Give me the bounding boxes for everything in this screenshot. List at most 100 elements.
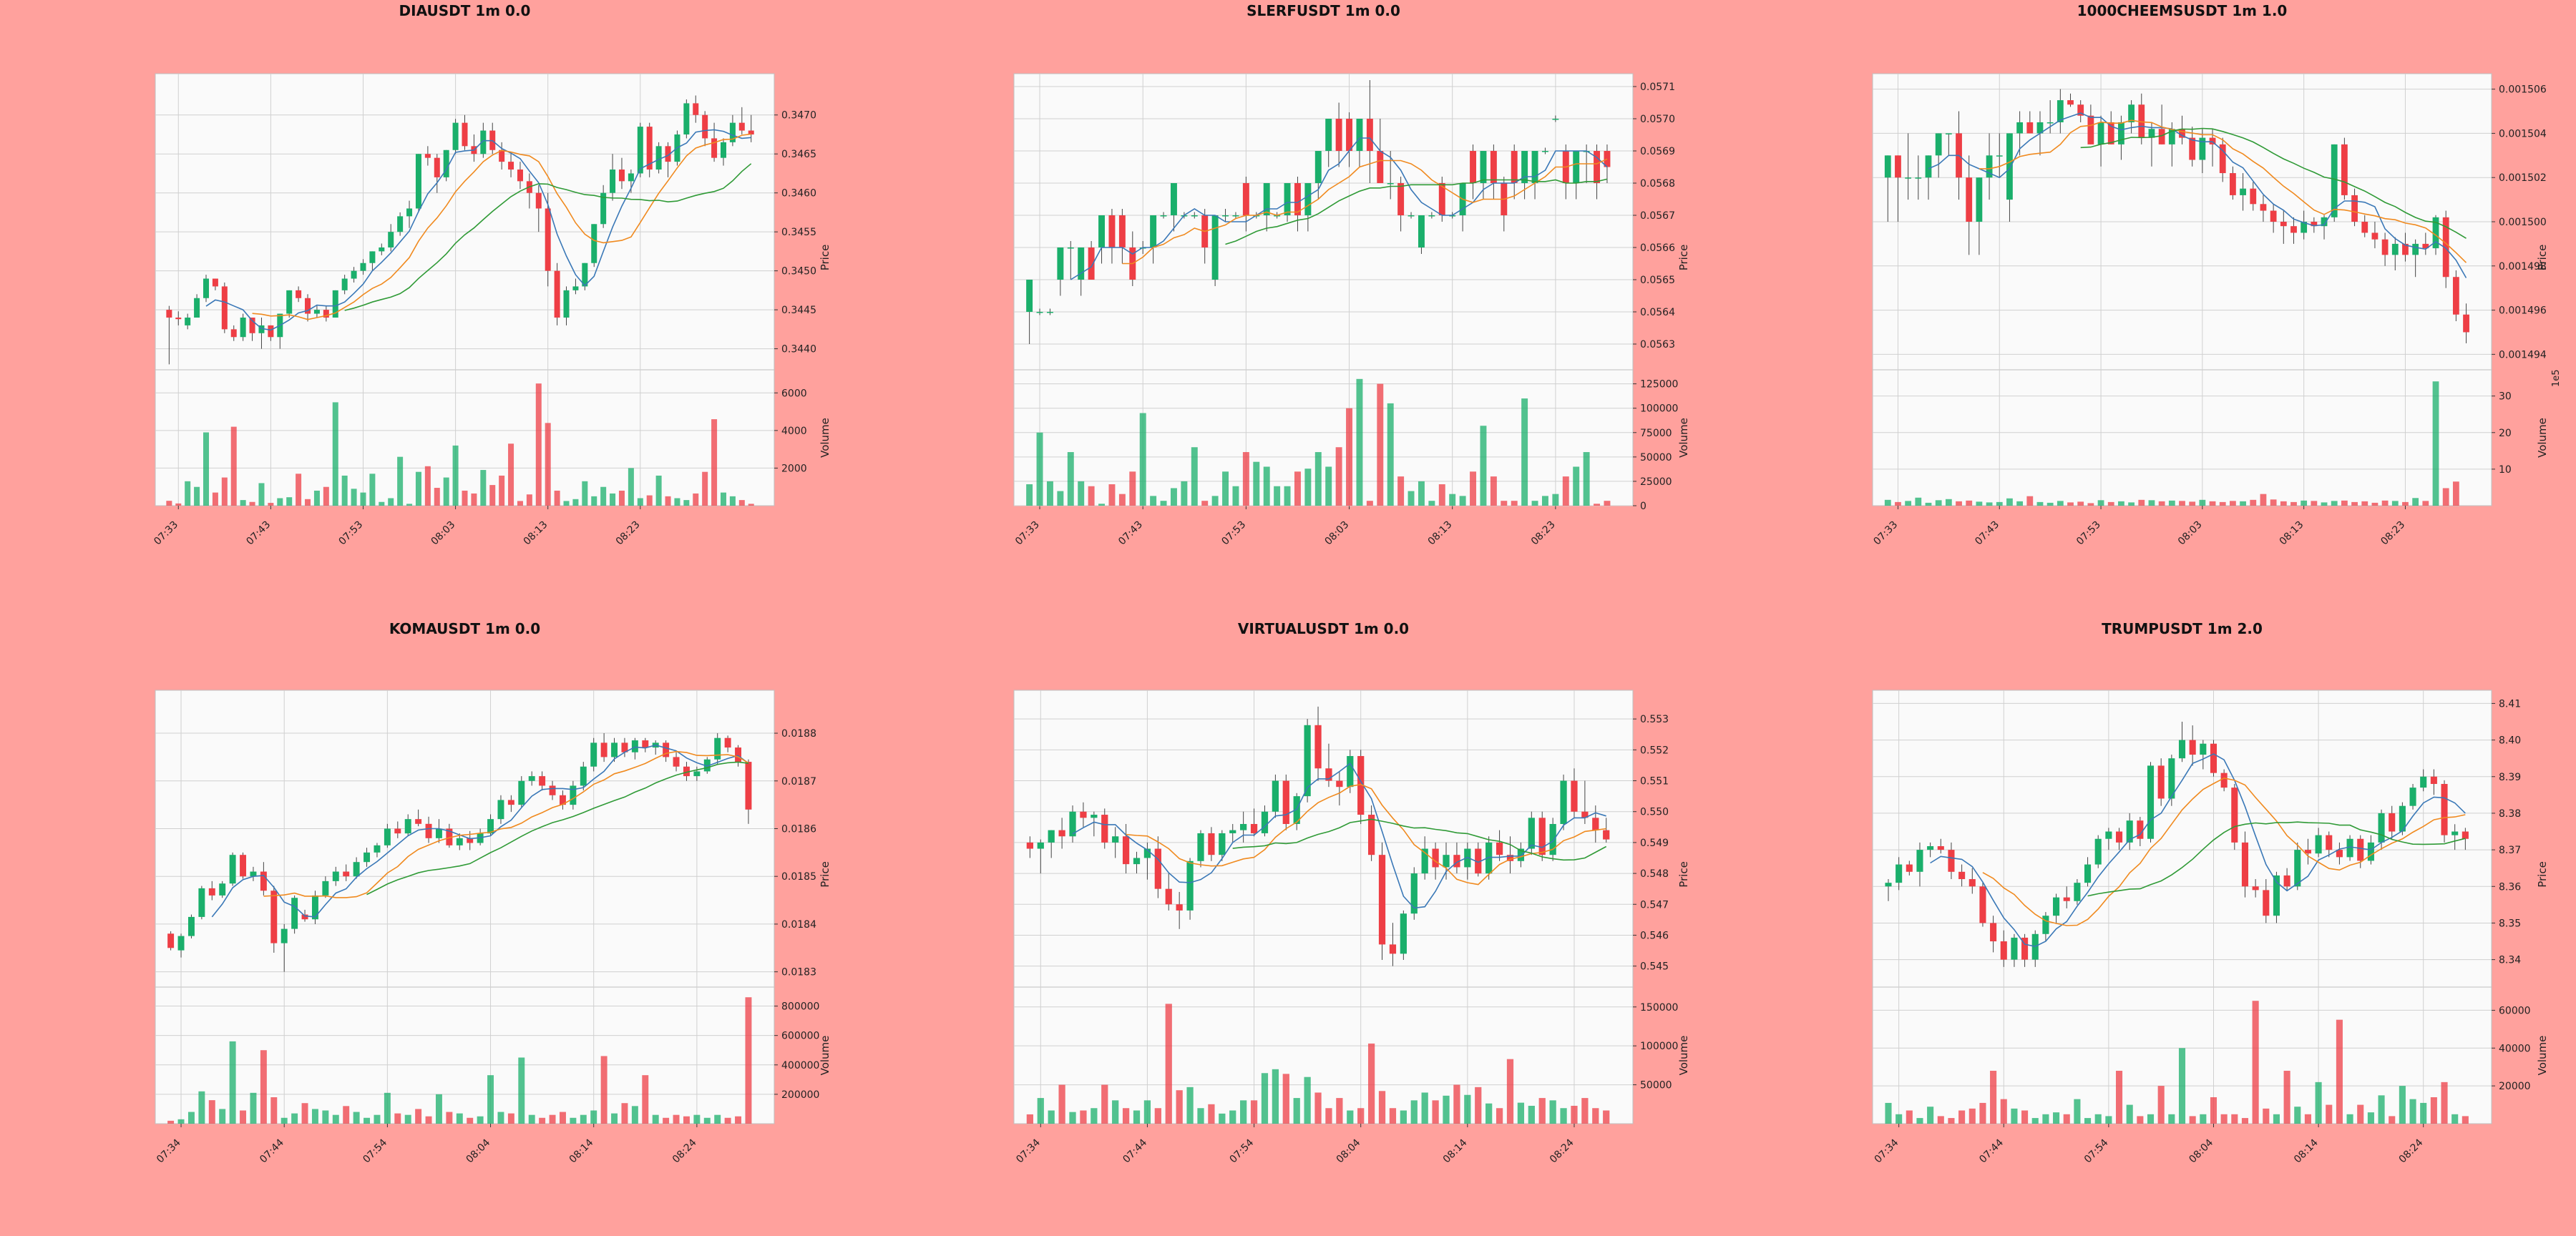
volume-bar xyxy=(2126,1104,2133,1124)
volume-bar xyxy=(446,1112,453,1124)
volume-bar xyxy=(1552,494,1559,506)
candle-down xyxy=(394,828,401,834)
candle-up xyxy=(2057,100,2064,122)
volume-bar xyxy=(2168,1114,2175,1124)
candle-down xyxy=(1966,177,1973,222)
candle-down xyxy=(240,855,247,877)
volume-bar xyxy=(1219,1113,1226,1124)
candle-down xyxy=(2087,115,2094,144)
volume-bar xyxy=(280,1117,288,1124)
candle-up xyxy=(332,871,339,881)
x-tick-label: 07:33 xyxy=(1871,519,1900,548)
price-tick-label: 0.0566 xyxy=(1640,242,1675,254)
x-tick-label: 07:53 xyxy=(336,519,365,548)
candle-up xyxy=(1284,183,1291,215)
volume-bar xyxy=(260,1050,267,1124)
candle-down xyxy=(2077,104,2084,116)
volume-bar xyxy=(1242,452,1249,506)
x-tick-label: 07:44 xyxy=(258,1137,286,1165)
volume-bar xyxy=(2361,501,2368,506)
volume-bar xyxy=(198,1091,205,1124)
candle-up xyxy=(1048,830,1055,843)
candle-up xyxy=(1418,215,1425,247)
volume-bar xyxy=(1986,502,1993,506)
volume-bar xyxy=(2252,1001,2259,1124)
volume-bar xyxy=(2315,1082,2322,1124)
price-tick-label: 0.0564 xyxy=(1640,307,1675,318)
candle-up xyxy=(1069,811,1076,837)
volume-bar xyxy=(2107,501,2114,506)
ma-mid-line xyxy=(1126,783,1606,886)
candle-up xyxy=(1160,215,1167,217)
price-axis-label: Price xyxy=(819,245,831,271)
volume-bar xyxy=(2331,501,2338,506)
volume-bar xyxy=(1058,1084,1065,1124)
volume-bar xyxy=(663,1117,670,1124)
candle-up xyxy=(1884,155,1891,178)
volume-bar xyxy=(185,481,191,506)
candle-down xyxy=(2209,137,2216,144)
candle-down xyxy=(1397,183,1405,215)
volume-bar xyxy=(1958,1110,1966,1124)
volume-bar xyxy=(1294,471,1301,506)
x-tick-label: 07:53 xyxy=(1219,519,1248,548)
candle-down xyxy=(2389,813,2396,832)
candle-up xyxy=(177,936,185,951)
candle-up xyxy=(1304,725,1311,797)
candle-down xyxy=(1108,215,1116,247)
candle-up xyxy=(2399,805,2406,832)
ma-long-line xyxy=(2087,821,2466,897)
volume-bar xyxy=(1335,447,1342,506)
volume-bar xyxy=(1935,500,1942,506)
candle-down xyxy=(1165,888,1172,905)
candle-up xyxy=(2331,144,2338,217)
candle-up xyxy=(1057,247,1064,280)
ma-long-line xyxy=(2080,127,2467,239)
volume-bar xyxy=(2179,501,2185,506)
candle-down xyxy=(2137,820,2144,839)
volume-bar xyxy=(1560,1108,1567,1124)
candle-up xyxy=(369,251,376,263)
volume-bar xyxy=(489,485,496,506)
price-tick-label: 0.0570 xyxy=(1640,114,1675,125)
volume-bar xyxy=(1139,413,1146,506)
candle-down xyxy=(1571,780,1578,812)
candle-down xyxy=(2230,173,2236,195)
volume-bar xyxy=(301,1103,308,1124)
volume-bar xyxy=(2263,1108,2270,1124)
price-tick-label: 0.001502 xyxy=(2499,172,2547,184)
volume-bar xyxy=(230,426,237,506)
volume-bar xyxy=(1583,452,1590,506)
volume-bar xyxy=(2420,1102,2427,1124)
candle-up xyxy=(2016,122,2024,134)
candle-up xyxy=(610,170,616,193)
volume-tick-label: 20000 xyxy=(2499,1081,2531,1092)
candle-down xyxy=(2442,217,2449,278)
price-tick-label: 0.3460 xyxy=(781,188,816,200)
volume-bar xyxy=(1421,1092,1428,1124)
candle-down xyxy=(2000,941,2007,960)
volume-bar xyxy=(415,471,421,506)
volume-tick-label: 20 xyxy=(2499,428,2512,439)
volume-bar xyxy=(1176,1090,1183,1124)
candle-down xyxy=(683,766,690,777)
candle-up xyxy=(1560,780,1567,824)
candle-up xyxy=(1521,151,1528,183)
candle-down xyxy=(2270,210,2277,222)
volume-tick-label: 200000 xyxy=(781,1089,819,1101)
candle-up xyxy=(1885,883,1892,887)
x-tick-label: 08:24 xyxy=(1548,1137,1576,1165)
candle-up xyxy=(379,247,385,252)
candle-up xyxy=(1927,845,1934,850)
candle-down xyxy=(1294,183,1301,215)
volume-bar xyxy=(1274,486,1281,506)
candle-up xyxy=(187,916,195,936)
volume-bar xyxy=(2412,498,2419,506)
ma-long-line xyxy=(1225,178,1608,245)
volume-bar xyxy=(477,1116,484,1124)
candle-down xyxy=(702,114,708,139)
candle-down xyxy=(2462,831,2469,839)
volume-bar xyxy=(2381,500,2389,506)
candle-down xyxy=(1511,151,1518,183)
volume-bar xyxy=(1443,1095,1450,1124)
